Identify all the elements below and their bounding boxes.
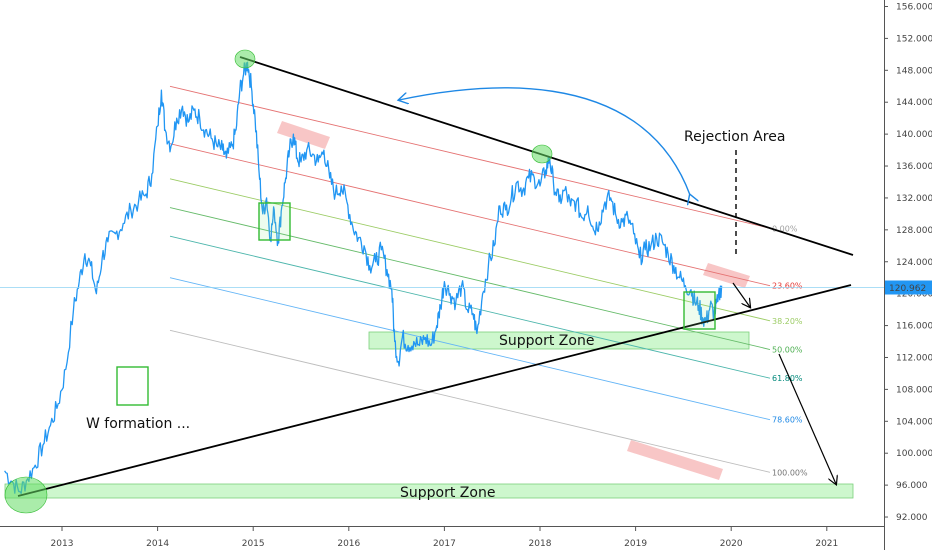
support-zone-lower-label: Support Zone bbox=[400, 485, 495, 501]
x-tick-label: 2015 bbox=[242, 539, 265, 549]
fib-line bbox=[169, 277, 771, 421]
fib-label: 38.20% bbox=[772, 317, 803, 326]
x-tick-label: 2020 bbox=[720, 539, 743, 549]
y-tick-label: 144.000 bbox=[896, 98, 932, 108]
x-tick-label: 2018 bbox=[529, 539, 552, 549]
y-tick-label: 156.000 bbox=[896, 2, 932, 12]
zones-layer bbox=[4, 121, 854, 499]
support-zone-upper bbox=[368, 331, 750, 350]
symmetry-arc-arrow bbox=[399, 87, 690, 195]
y-tick-label: 112.000 bbox=[896, 353, 932, 363]
fib-label: 78.60% bbox=[772, 416, 803, 425]
w-formation-label: W formation ... bbox=[86, 416, 190, 432]
lower-trendline bbox=[17, 284, 852, 497]
current-price-label: 120.962 bbox=[889, 284, 926, 294]
rejection-zone-1 bbox=[277, 121, 330, 149]
y-tick-label: 120.000 bbox=[896, 290, 932, 300]
fib-line bbox=[169, 207, 771, 350]
legend-box bbox=[116, 366, 149, 406]
y-tick-label: 100.000 bbox=[896, 449, 932, 459]
top-circle-2015 bbox=[234, 49, 256, 69]
rejection-arrow bbox=[732, 282, 750, 307]
rejection-area-label: Rejection Area bbox=[684, 129, 785, 145]
fib-label: 23.60% bbox=[772, 282, 803, 291]
time-axis[interactable]: 2013 2014 2015 2016 2017 2018 2019 2020 2021 bbox=[51, 526, 839, 549]
fib-label: 50.00% bbox=[772, 346, 803, 355]
y-tick-label: 124.000 bbox=[896, 258, 932, 268]
x-tick-label: 2014 bbox=[146, 539, 169, 549]
bottom-circle bbox=[4, 476, 48, 514]
fib-line bbox=[169, 329, 771, 473]
y-tick-label: 152.000 bbox=[896, 34, 932, 44]
y-tick-label: 108.000 bbox=[896, 385, 932, 395]
price-axis[interactable]: 92.000 96.000 100.000 104.000 108.000 112.000… bbox=[884, 2, 932, 523]
fib-label: 0.00% bbox=[772, 224, 798, 233]
x-tick-label: 2021 bbox=[815, 539, 838, 549]
y-tick-label: 104.000 bbox=[896, 417, 932, 427]
y-tick-label: 96.000 bbox=[896, 481, 928, 491]
x-tick-label: 2017 bbox=[433, 539, 456, 549]
x-tick-label: 2013 bbox=[51, 539, 74, 549]
w-box-2019 bbox=[683, 291, 716, 330]
fib-label: 100.00% bbox=[772, 468, 808, 477]
support-zone-lower bbox=[4, 483, 854, 499]
support-zone-upper-label: Support Zone bbox=[499, 333, 594, 349]
current-price-tag: 120.962 bbox=[885, 280, 932, 295]
y-tick-label: 132.000 bbox=[896, 194, 932, 204]
y-tick-label: 128.000 bbox=[896, 226, 932, 236]
x-tick-label: 2016 bbox=[337, 539, 360, 549]
top-circle-2018 bbox=[531, 144, 553, 164]
y-tick-label: 136.000 bbox=[896, 162, 932, 172]
target-arrow bbox=[778, 353, 836, 484]
y-tick-label: 92.000 bbox=[896, 513, 928, 523]
y-tick-label: 140.000 bbox=[896, 130, 932, 140]
fib-label: 61.80% bbox=[772, 374, 803, 383]
w-box-2015 bbox=[258, 202, 291, 241]
rejection-zone-3 bbox=[627, 440, 723, 480]
x-tick-label: 2019 bbox=[624, 539, 647, 549]
fib-line bbox=[169, 178, 771, 322]
y-tick-label: 148.000 bbox=[896, 66, 932, 76]
y-tick-label: 116.000 bbox=[896, 322, 932, 332]
